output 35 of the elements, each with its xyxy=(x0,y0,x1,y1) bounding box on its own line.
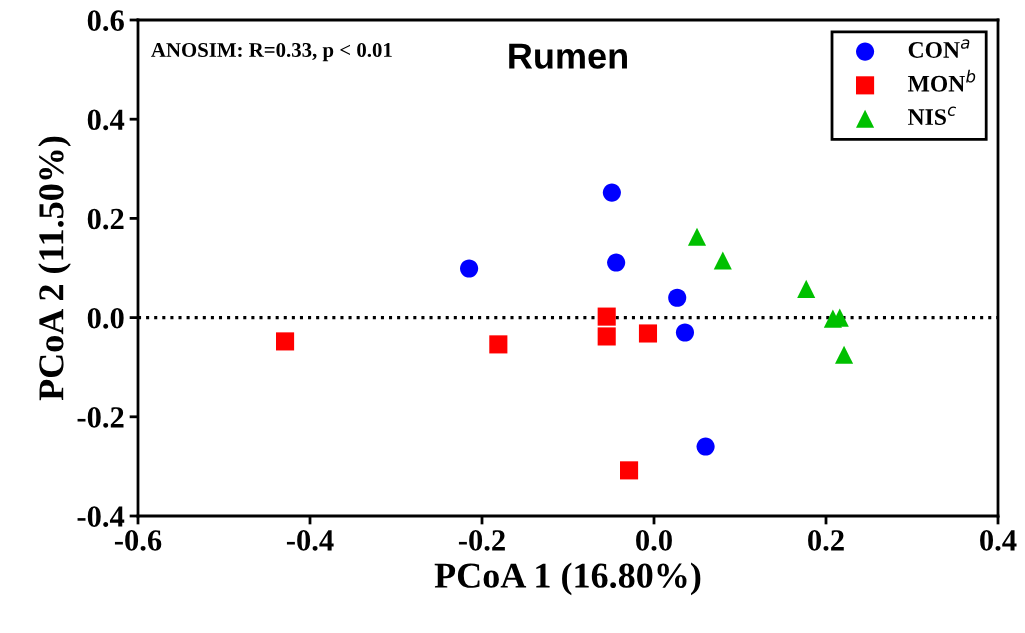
point xyxy=(489,335,508,354)
y-tick-label: 0.6 xyxy=(87,10,124,32)
x-tick-label: -0.6 xyxy=(114,530,162,551)
point xyxy=(607,253,626,272)
point xyxy=(602,183,621,202)
x-tick-label: 0.0 xyxy=(636,530,672,551)
point xyxy=(597,307,616,326)
y-tick-label: 0.2 xyxy=(87,208,124,230)
x-tick-label: 0.4 xyxy=(980,530,1017,551)
y-tick-label: -0.4 xyxy=(77,506,125,528)
text: Rumen xyxy=(509,43,627,69)
legend-label: MON$^{b}$ xyxy=(907,69,976,92)
point xyxy=(460,259,479,278)
y-axis-title: PCoA 2 (11.50%) xyxy=(38,136,71,401)
point xyxy=(620,461,639,480)
legend-label: CON$^{a}$ xyxy=(908,39,970,58)
y-tick-label: 0.0 xyxy=(87,307,124,329)
point xyxy=(638,324,658,343)
x-axis-title: PCoA 1 (16.80%) xyxy=(434,562,701,596)
point xyxy=(668,288,687,307)
point xyxy=(597,327,616,346)
point xyxy=(687,227,707,246)
legend-label: NIS$^{c}$ xyxy=(908,106,957,126)
x-tick-label: 0.2 xyxy=(808,530,844,551)
point xyxy=(713,251,732,270)
point xyxy=(797,279,816,298)
y-tick-label: 0.4 xyxy=(87,109,125,131)
point xyxy=(696,437,715,456)
point xyxy=(276,332,295,351)
point xyxy=(835,345,854,364)
x-tick-label: -0.2 xyxy=(458,530,505,551)
point xyxy=(675,323,695,342)
x-tick-label: -0.4 xyxy=(286,530,334,551)
y-tick-label: -0.2 xyxy=(77,407,124,428)
annotation: ANOSIM: R=0.33, p < 0.01 xyxy=(151,42,392,62)
